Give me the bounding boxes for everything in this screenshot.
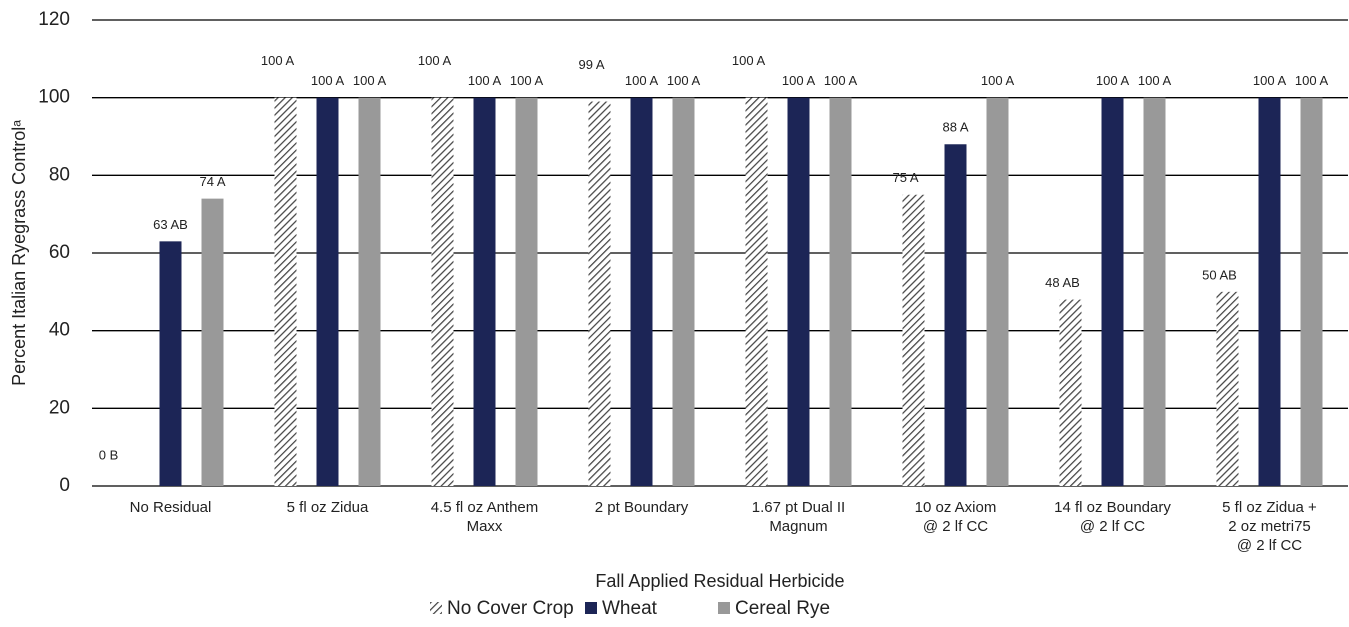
- value-label: 100 A: [782, 73, 816, 88]
- bar: [745, 97, 768, 487]
- value-label: 100 A: [1295, 73, 1329, 88]
- y-tick-label: 0: [59, 475, 70, 496]
- bar: [473, 97, 496, 487]
- x-tick-label: 14 fl oz Boundary @ 2 lf CC: [1054, 499, 1171, 535]
- value-label: 99 A: [578, 57, 604, 72]
- bar: [1101, 97, 1124, 487]
- y-tick-label: 120: [38, 9, 70, 30]
- value-label: 100 A: [732, 53, 766, 68]
- legend-swatch: [718, 602, 730, 614]
- legend-label: Cereal Rye: [735, 598, 830, 619]
- bar: [201, 198, 224, 486]
- value-label: 100 A: [625, 73, 659, 88]
- bar: [829, 97, 852, 487]
- x-axis-title: Fall Applied Residual Herbicide: [595, 571, 844, 591]
- bar: [630, 97, 653, 487]
- value-label: 100 A: [261, 53, 295, 68]
- y-tick-label: 60: [49, 242, 70, 263]
- y-tick-label: 80: [49, 164, 70, 185]
- value-label: 100 A: [981, 73, 1015, 88]
- y-tick-label: 100: [38, 87, 70, 108]
- bar: [358, 97, 381, 487]
- bar: [1300, 97, 1323, 487]
- bar: [787, 97, 810, 487]
- x-tick-label: 10 oz Axiom @ 2 lf CC: [915, 499, 997, 535]
- value-label: 100 A: [1253, 73, 1287, 88]
- value-label: 100 A: [1096, 73, 1130, 88]
- bar: [1143, 97, 1166, 487]
- y-axis-title: Percent Italian Ryegrass Controlᵃ: [9, 120, 29, 386]
- bar: [515, 97, 538, 487]
- bar: [1258, 97, 1281, 487]
- value-label: 100 A: [667, 73, 701, 88]
- value-label: 74 A: [199, 174, 225, 189]
- x-tick-label: 1.67 pt Dual II Magnum: [752, 499, 845, 535]
- value-label: 0 B: [99, 447, 119, 462]
- legend-label: No Cover Crop: [447, 598, 574, 619]
- value-label: 63 AB: [153, 217, 188, 232]
- x-tick-label: 4.5 fl oz Anthem Maxx: [431, 499, 539, 535]
- value-label: 48 AB: [1045, 275, 1080, 290]
- value-label: 100 A: [468, 73, 502, 88]
- y-tick-label: 20: [49, 397, 70, 418]
- bar: [1059, 299, 1082, 486]
- bar: [159, 241, 182, 486]
- y-tick-label: 40: [49, 320, 70, 341]
- value-label: 88 A: [942, 120, 968, 135]
- bar: [431, 97, 454, 487]
- value-label: 100 A: [510, 73, 544, 88]
- x-tick-label: 5 fl oz Zidua: [287, 499, 369, 516]
- value-label: 100 A: [824, 73, 858, 88]
- legend-swatch: [430, 602, 442, 614]
- bar: [316, 97, 339, 487]
- bar: [944, 144, 967, 486]
- value-label: 100 A: [353, 73, 387, 88]
- value-label: 50 AB: [1202, 267, 1237, 282]
- bar: [672, 97, 695, 487]
- value-label: 100 A: [418, 53, 452, 68]
- value-label: 100 A: [311, 73, 345, 88]
- x-tick-label: 2 pt Boundary: [595, 499, 689, 516]
- legend-swatch: [585, 602, 597, 614]
- legend-label: Wheat: [602, 598, 658, 619]
- bar: [902, 194, 925, 486]
- bar: [274, 97, 297, 487]
- bar: [986, 97, 1009, 487]
- bar: [588, 101, 611, 487]
- x-tick-label: No Residual: [130, 499, 212, 516]
- bar: [1216, 291, 1239, 486]
- x-tick-label: 5 fl oz Zidua +2 oz metri75 @ 2 lf CC: [1222, 499, 1317, 554]
- value-label: 75 A: [892, 170, 918, 185]
- value-label: 100 A: [1138, 73, 1172, 88]
